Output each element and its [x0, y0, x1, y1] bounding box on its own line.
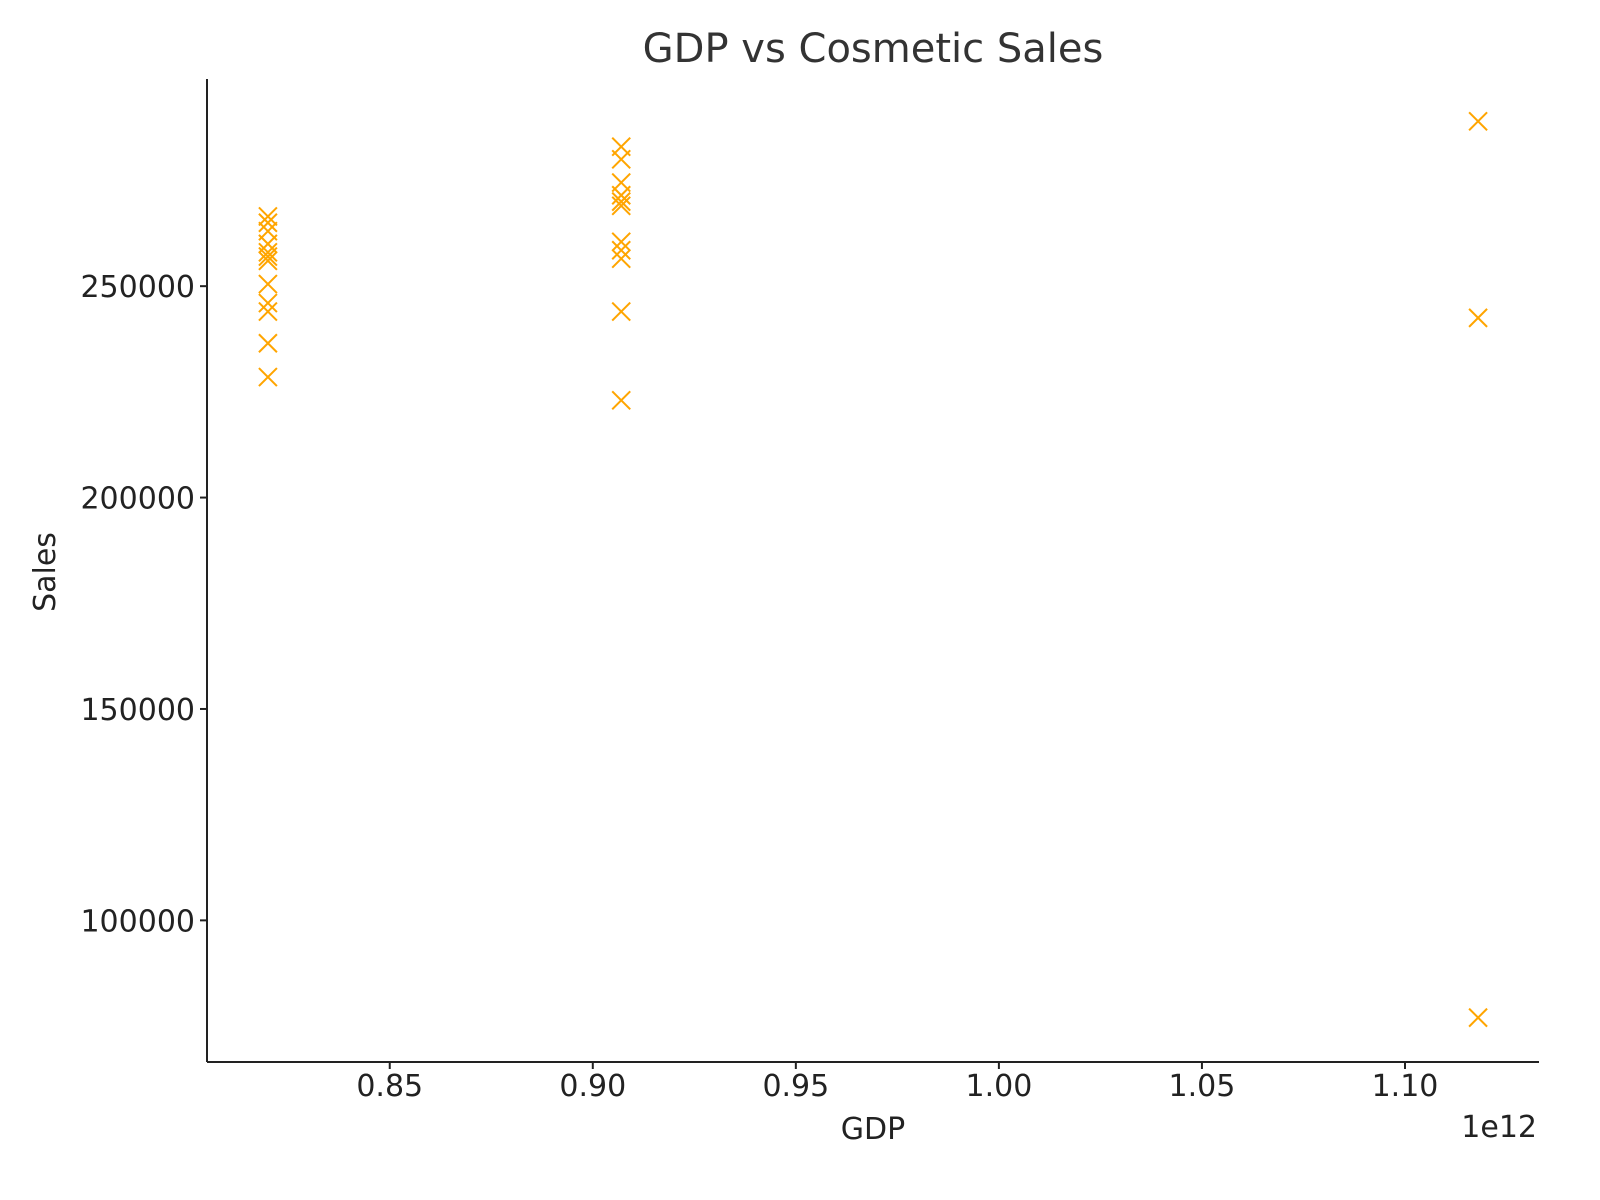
- data-point-x-marker: [258, 242, 278, 263]
- data-point-x-marker: [611, 301, 631, 322]
- data-point-x-marker: [611, 149, 631, 170]
- data-point-x-marker: [1468, 111, 1488, 131]
- data-point-x-marker: [258, 213, 278, 233]
- data-point-x-marker: [1468, 1007, 1488, 1028]
- y-tick-label: 150000: [80, 693, 195, 728]
- y-tick-label: 200000: [80, 482, 195, 517]
- data-point-x-marker: [611, 196, 631, 216]
- data-point-x-marker: [258, 251, 278, 271]
- data-point-x-marker: [611, 390, 631, 411]
- y-tick-label: 100000: [80, 904, 195, 939]
- chart-title: GDP vs Cosmetic Sales: [643, 26, 1104, 72]
- data-point-x-marker: [258, 274, 278, 294]
- data-point-x-marker: [611, 248, 631, 269]
- data-point-x-marker: [258, 301, 278, 322]
- data-point-x-marker: [258, 367, 278, 387]
- y-axis-ticks: 100000 150000 200000 250000: [80, 270, 207, 939]
- x-tick-label: 1.05: [1169, 1069, 1236, 1104]
- data-point-x-marker: [611, 240, 631, 260]
- x-tick-label: 0.85: [356, 1069, 423, 1104]
- data-point-x-marker: [258, 293, 278, 313]
- x-tick-label: 0.90: [559, 1069, 626, 1104]
- plot-area: [258, 111, 1488, 1028]
- data-point-x-marker: [258, 246, 278, 267]
- x-tick-label: 1.00: [965, 1069, 1032, 1104]
- x-tick-label: 0.95: [762, 1069, 829, 1104]
- data-point-x-marker: [258, 333, 278, 353]
- data-point-x-marker: [611, 191, 631, 212]
- y-axis-label: Sales: [28, 532, 63, 612]
- data-point-x-marker: [611, 185, 631, 205]
- data-point-x-marker: [611, 232, 631, 252]
- x-axis-label: GDP: [841, 1112, 905, 1147]
- data-point-x-marker: [258, 206, 278, 227]
- x-axis-offset-label: 1e12: [1461, 1110, 1537, 1145]
- data-point-x-marker: [1468, 308, 1488, 328]
- y-tick-label: 250000: [80, 270, 195, 305]
- x-axis-ticks: 0.85 0.90 0.95 1.00 1.05 1.10: [356, 1062, 1438, 1104]
- x-tick-label: 1.10: [1372, 1069, 1439, 1104]
